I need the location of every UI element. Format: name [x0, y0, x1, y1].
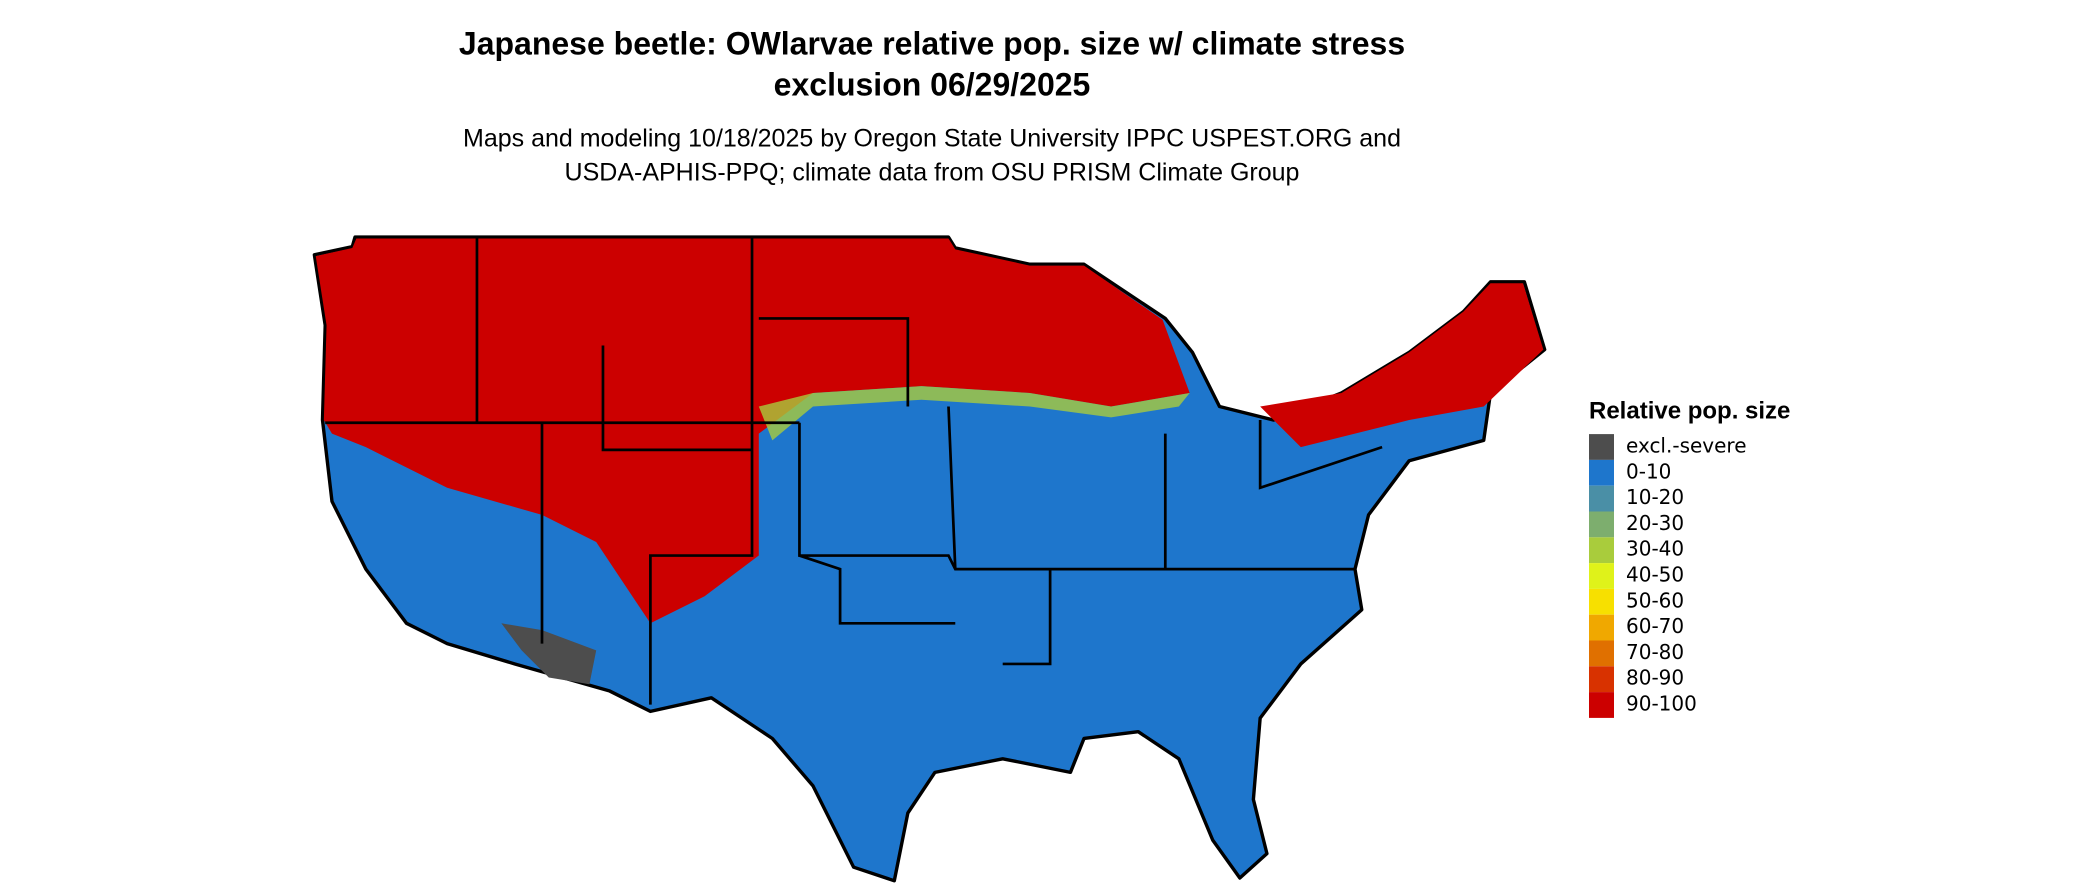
legend-label: 20-30 [1626, 511, 1684, 535]
subtitle: USDA-APHIS-PPQ; climate data from OSU PR… [565, 159, 1300, 187]
title: exclusion 06/29/2025 [774, 66, 1091, 102]
legend-swatch [1589, 485, 1614, 512]
transition-band [758, 386, 1190, 441]
legend-swatch [1589, 511, 1614, 538]
legend-swatch [1589, 640, 1614, 667]
subtitle: Maps and modeling 10/18/2025 by Oregon S… [463, 125, 1401, 153]
legend-swatch [1589, 614, 1614, 641]
legend-label: 50-60 [1626, 588, 1684, 612]
legend-swatch [1589, 434, 1614, 460]
legend-label: 90-100 [1626, 692, 1697, 716]
legend-label: excl.-severe [1626, 434, 1747, 458]
legend-label: 60-70 [1626, 614, 1684, 638]
legend-swatch [1589, 666, 1614, 693]
legend: Relative pop. size excl.-severe0-1010-202… [1589, 397, 1790, 718]
state-lines [325, 238, 1383, 705]
legend-label: 30-40 [1626, 537, 1684, 561]
legend-label: 40-50 [1626, 563, 1684, 587]
legend-label: 80-90 [1626, 666, 1684, 690]
legend-title: Relative pop. size [1589, 397, 1790, 424]
high-region-northeast [1260, 283, 1544, 448]
legend-swatch [1589, 563, 1614, 589]
legend-label: 0-10 [1626, 459, 1671, 483]
legend-swatch [1589, 692, 1614, 718]
legend-swatch [1589, 588, 1614, 615]
map [312, 235, 1547, 883]
header: Japanese beetle: OWlarvae relative pop. … [459, 25, 1405, 186]
title: Japanese beetle: OWlarvae relative pop. … [459, 25, 1405, 61]
legend-swatch [1589, 459, 1614, 486]
excluded-region [501, 623, 597, 685]
legend-label: 70-80 [1626, 640, 1684, 664]
legend-swatch [1589, 537, 1614, 564]
legend-label: 10-20 [1626, 485, 1684, 509]
